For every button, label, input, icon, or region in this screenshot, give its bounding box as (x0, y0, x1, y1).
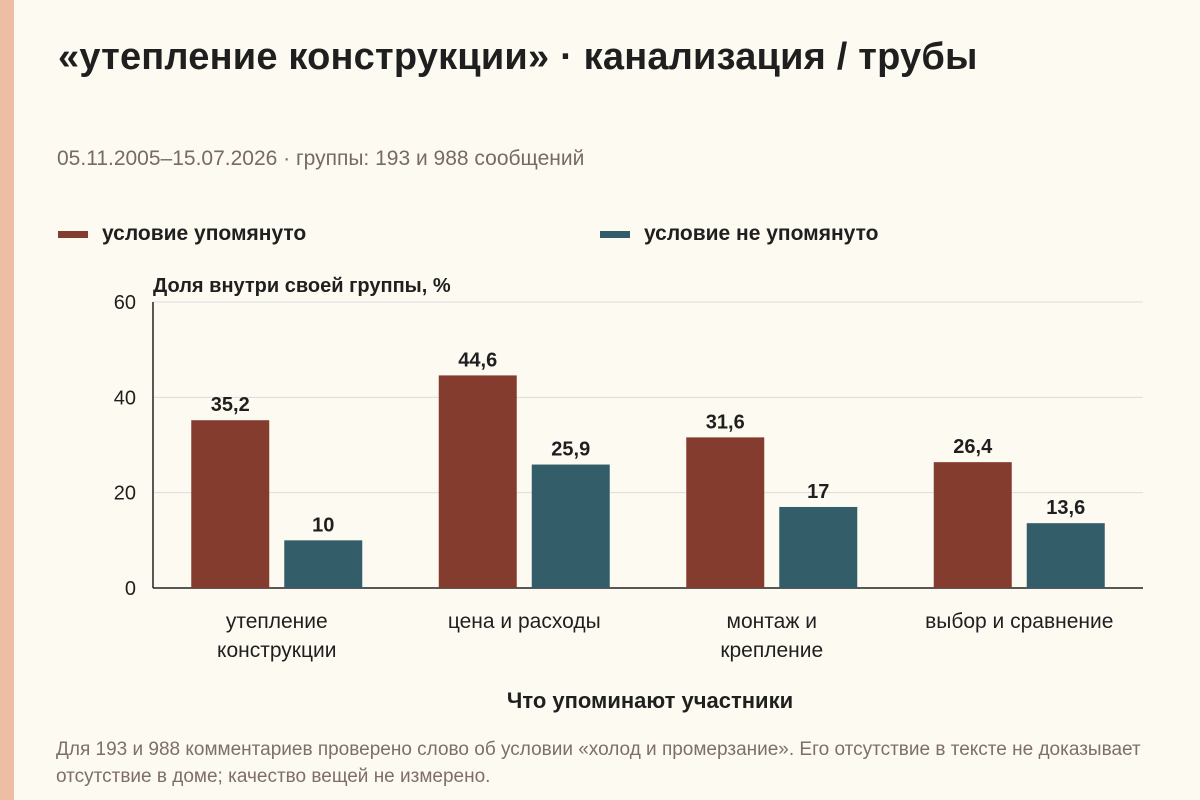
bar-not-mentioned-1 (284, 540, 363, 588)
footnote: Для 193 и 988 комментариев проверено сло… (56, 739, 1141, 787)
bar-mentioned-1 (191, 420, 270, 588)
bar-not-mentioned-4 (1026, 523, 1105, 588)
y-tick-label-60: 60 (114, 292, 136, 314)
x-tick-label-4: выбор и сравнение (925, 610, 1113, 633)
x-tick-label-line: крепление (720, 639, 823, 662)
data-label-mentioned-4: 26,4 (953, 436, 993, 458)
data-label-not-mentioned-2: 25,9 (551, 439, 590, 461)
data-label-mentioned-2: 44,6 (458, 349, 497, 371)
y-tick-label-40: 40 (114, 387, 136, 409)
x-tick-label-1: утепление конструкции (217, 610, 336, 662)
side-accent-band (0, 0, 14, 800)
x-tick-label-2: цена и расходы (448, 610, 601, 633)
data-label-not-mentioned-3: 17 (807, 481, 829, 503)
x-axis-label: Что упоминают участники (507, 688, 793, 713)
x-tick-label-line: монтаж и (727, 610, 817, 633)
page-subtitle: 05.11.2005–15.07.2026 · группы: 193 и 98… (57, 147, 585, 170)
legend-item-not-mentioned: условие не упомянуто (600, 219, 878, 249)
data-label-mentioned-3: 31,6 (706, 411, 745, 433)
data-label-not-mentioned-1: 10 (312, 514, 334, 536)
bar-mentioned-2 (438, 375, 517, 588)
legend-swatch-mentioned (58, 230, 88, 238)
bar-not-mentioned-2 (531, 464, 610, 588)
bar-mentioned-4 (933, 462, 1012, 588)
legend-label-mentioned: условие упомянуто (102, 222, 307, 245)
bar-mentioned-3 (686, 437, 765, 588)
y-tick-label-0: 0 (125, 578, 136, 600)
x-tick-label-line: конструкции (217, 639, 336, 662)
bar-not-mentioned-3 (779, 506, 858, 588)
page-title: «утепление конструкции» · канализация / … (58, 36, 978, 78)
x-tick-label-line: цена и расходы (448, 610, 601, 633)
y-tick-label-20: 20 (114, 483, 136, 505)
data-label-not-mentioned-4: 13,6 (1046, 497, 1085, 519)
x-tick-label-line: выбор и сравнение (925, 610, 1113, 633)
data-label-mentioned-1: 35,2 (211, 394, 250, 416)
legend-swatch-not-mentioned (600, 230, 630, 238)
legend-item-mentioned: условие упомянуто (58, 219, 306, 249)
chart-legend: условие упомянуто условие не упомянуто (58, 219, 1158, 249)
x-tick-label-3: монтаж и крепление (720, 610, 823, 662)
legend-label-not-mentioned: условие не упомянуто (644, 222, 879, 245)
y-axis-label: Доля внутри своей группы, % (153, 275, 451, 297)
x-tick-label-line: утепление (226, 610, 328, 633)
bar-chart: 0 20 40 60 Доля внутри своей группы, % 35,2 10… (114, 275, 1143, 713)
